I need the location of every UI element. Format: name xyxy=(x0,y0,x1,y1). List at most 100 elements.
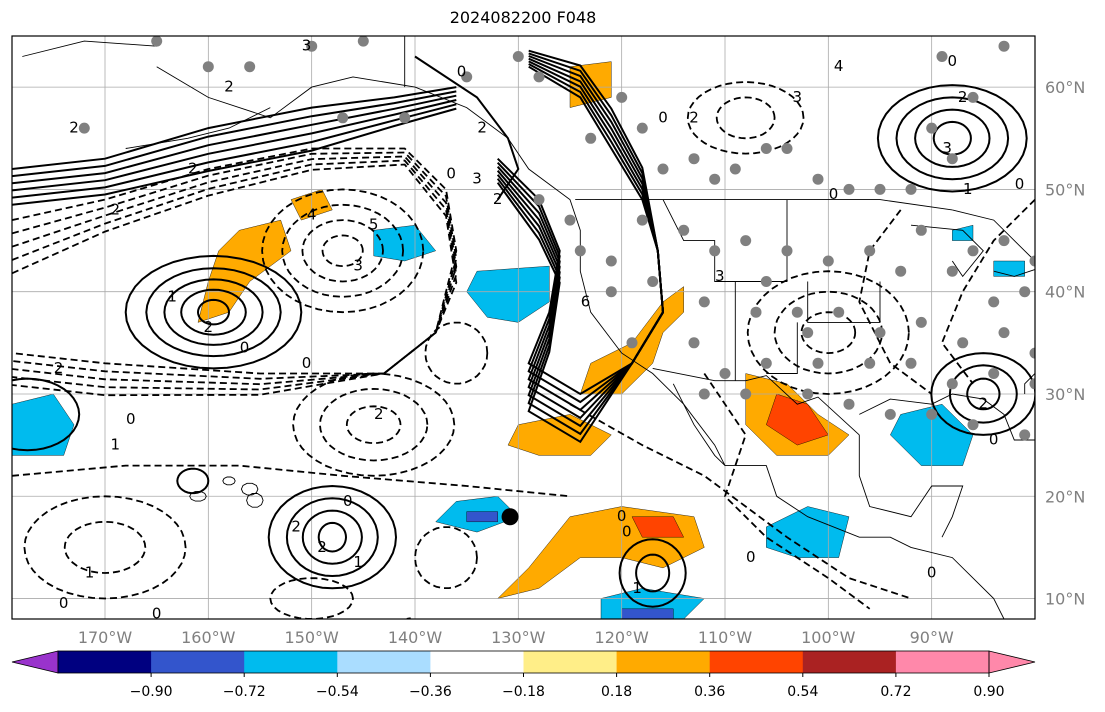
station-dot xyxy=(802,327,814,339)
contour-line-negative xyxy=(261,188,425,314)
contour-line-negative xyxy=(858,209,933,395)
station-dot xyxy=(306,40,318,52)
contour-label: 0 xyxy=(446,165,456,183)
station-dot xyxy=(781,245,793,257)
contour-line-negative xyxy=(12,464,571,498)
island-outline xyxy=(246,493,264,508)
contour-line-positive xyxy=(12,377,81,452)
contour-line-negative xyxy=(424,321,489,385)
station-dot xyxy=(915,224,927,236)
contour-label: 4 xyxy=(834,57,844,75)
contour-label: 3 xyxy=(302,37,312,55)
contour-label: 2 xyxy=(477,119,487,137)
contour-label: 2 xyxy=(979,395,989,413)
colorbar-segment xyxy=(244,651,338,673)
contour-line-positive xyxy=(12,99,457,192)
contour-line-negative xyxy=(12,155,458,386)
station-dot xyxy=(605,255,617,267)
colorbar-segment xyxy=(337,651,431,673)
station-dot xyxy=(729,163,741,175)
contour-label: 1 xyxy=(353,553,363,571)
contour-label: 2 xyxy=(374,405,384,423)
contour-line-positive xyxy=(12,94,457,185)
contour-layer xyxy=(12,49,1035,619)
latitude-tick-label: 30°N xyxy=(1045,385,1085,404)
contour-line-negative xyxy=(773,290,884,375)
contour-label: 2 xyxy=(69,119,79,137)
station-dot xyxy=(926,408,938,420)
station-dot xyxy=(585,132,597,144)
latitude-tick-label: 20°N xyxy=(1045,487,1085,506)
colorbar-extend-high xyxy=(988,650,1036,674)
station-dot xyxy=(864,357,876,369)
fill-blob-blue xyxy=(621,608,674,619)
contour-line-negative xyxy=(12,151,458,380)
station-dot xyxy=(709,245,721,257)
fill-blob-cyan xyxy=(12,393,75,456)
contour-label: 0 xyxy=(746,548,756,566)
contour-line-negative xyxy=(715,96,776,140)
colorbar-segment xyxy=(709,651,804,673)
coastline xyxy=(156,66,1005,619)
station-dot xyxy=(843,398,855,410)
contour-label: 1 xyxy=(963,180,973,198)
colorbar-tick-label: −0.72 xyxy=(223,684,266,700)
island-outline xyxy=(189,490,207,502)
contour-label: 1 xyxy=(405,615,415,633)
contour-line-positive xyxy=(124,254,303,370)
contour-label: 3 xyxy=(793,88,803,106)
contour-label: 3 xyxy=(942,139,952,157)
station-dot xyxy=(988,368,1000,379)
station-dot xyxy=(678,224,690,236)
contour-label: 1 xyxy=(85,564,95,582)
contour-line-positive xyxy=(317,521,348,553)
contour-label: 0 xyxy=(622,523,632,541)
station-dot xyxy=(574,245,586,257)
contour-label: 0 xyxy=(829,185,839,203)
latitude-tick-label: 40°N xyxy=(1045,283,1085,302)
station-dot xyxy=(626,337,638,349)
coastline xyxy=(575,199,953,211)
station-dot xyxy=(946,265,958,277)
contour-line-negative xyxy=(318,387,429,462)
contour-line-positive xyxy=(301,509,363,565)
station-dot xyxy=(988,296,1000,308)
contour-line-positive xyxy=(12,86,457,170)
longitude-tick-label: 90°W xyxy=(910,628,954,647)
station-dot xyxy=(244,61,256,73)
station-dot xyxy=(605,286,617,298)
colorbar-tick-label: −0.54 xyxy=(316,684,359,700)
contour-line-positive xyxy=(180,288,247,336)
station-dot xyxy=(151,36,163,47)
station-dot xyxy=(1029,347,1035,359)
colorbar-tick-label: −0.18 xyxy=(502,684,545,700)
station-dot xyxy=(967,91,979,103)
station-dot xyxy=(698,296,710,308)
map-frame xyxy=(11,35,1036,620)
station-dots xyxy=(78,36,1035,526)
contour-label: 0 xyxy=(617,507,627,525)
station-dot xyxy=(657,163,669,175)
station-dot xyxy=(998,327,1010,339)
contour-label: 4 xyxy=(307,206,317,224)
colorbar-tick-label: 0.90 xyxy=(973,684,1004,700)
longitude-tick-label: 110°W xyxy=(698,628,753,647)
contour-line-negative xyxy=(23,495,187,600)
contour-line-negative xyxy=(746,270,910,395)
colorbar: −0.90 −0.72 −0.54 −0.36 −0.18 0.18 0.36 0.54 0.7… xyxy=(11,650,1036,700)
contour-line-positive xyxy=(496,49,665,444)
station-dot xyxy=(812,173,824,185)
station-dot xyxy=(833,306,845,318)
contour-label: 2 xyxy=(188,160,198,178)
contour-label: 0 xyxy=(152,604,162,622)
contour-label: 2 xyxy=(317,538,327,556)
contour-label: 2 xyxy=(493,190,503,208)
station-dot xyxy=(957,337,969,349)
longitude-tick-label: 120°W xyxy=(595,628,650,647)
colorbar-segment xyxy=(802,651,897,673)
contour-label: 3 xyxy=(715,267,725,285)
contour-label: 1 xyxy=(167,287,177,305)
fill-blob-red-orange xyxy=(631,516,685,538)
